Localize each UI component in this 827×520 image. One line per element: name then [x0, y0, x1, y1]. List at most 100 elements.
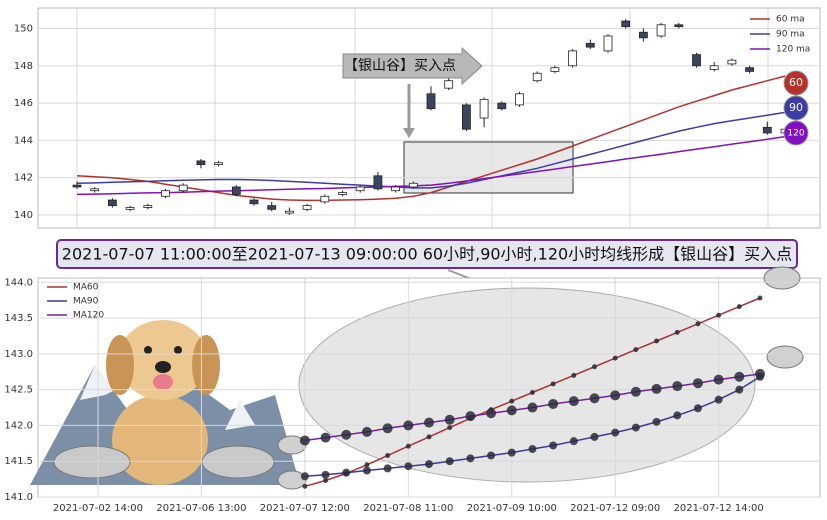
end-badge [783, 70, 809, 96]
y-tick-label: 140 [14, 210, 33, 221]
ma-point [447, 425, 453, 431]
end-badge [783, 120, 809, 146]
y-tick-label: 142 [14, 173, 33, 184]
ma-line [76, 135, 786, 196]
ma-point [736, 304, 742, 310]
top-chart: 140 142 144 146 148 150 60 ma 90 ma 120 ma 60 90 12… [14, 15, 820, 221]
ma-point [735, 385, 744, 394]
ma-point [302, 483, 308, 489]
candle-body [745, 67, 754, 72]
ma-point [425, 460, 433, 469]
x-tick-label: 2021-07-09 10:00 [467, 503, 557, 514]
candle-body [267, 205, 277, 210]
ma-point [755, 368, 766, 379]
dog-tongue [153, 374, 173, 390]
ingot [763, 266, 801, 290]
y-tick-label: 150 [14, 24, 33, 35]
dog-body [112, 395, 208, 485]
candle-body [585, 43, 595, 48]
ma-point [693, 404, 702, 413]
annotation-arrow [342, 46, 483, 86]
ma-point [631, 423, 640, 432]
candle-body [550, 67, 560, 72]
ma-point [444, 414, 455, 425]
dog-ear [106, 335, 134, 395]
candle-body [249, 199, 259, 205]
candle-body [90, 188, 100, 192]
ma-point [713, 374, 724, 385]
ma-point [651, 383, 662, 394]
ma-point [590, 432, 599, 441]
ma-point [592, 364, 598, 370]
ma-point [321, 470, 330, 479]
ma-point [550, 381, 556, 387]
ma-point [734, 371, 745, 382]
y-tick-label: 141.0 [4, 492, 33, 503]
ma-point [361, 426, 372, 437]
ma-point [320, 432, 331, 443]
candle-body [674, 24, 684, 28]
ma-point [383, 464, 392, 473]
ma-point [549, 441, 558, 450]
ma-point [506, 405, 517, 416]
y-tick-label: 142.0 [4, 420, 33, 431]
ma-point [466, 454, 475, 463]
ma-point [426, 434, 432, 440]
x-tick-label: 2021-07-06 13:00 [156, 503, 246, 514]
ma-point [465, 411, 476, 422]
ma-point [445, 457, 454, 466]
candle-body [621, 20, 631, 28]
ma-point [548, 398, 559, 409]
x-tick-label: 2021-07-02 14:00 [53, 503, 143, 514]
snow [225, 400, 255, 430]
ma-point [672, 381, 683, 392]
candle-body [497, 102, 507, 110]
x-tick-label: 2021-07-12 09:00 [570, 503, 660, 514]
ma-point [424, 417, 434, 428]
ma-point [507, 448, 516, 457]
ma-point [630, 386, 641, 397]
x-tick-label: 2021-07-08 11:00 [363, 503, 453, 514]
legend-label: 60 ma [776, 15, 805, 25]
ma-point [342, 468, 351, 477]
dog-ear [192, 335, 220, 395]
x-tick-label: 2021-07-12 14:00 [674, 503, 764, 514]
y-tick-label: 142.5 [4, 385, 33, 396]
bottom-chart: 141.0 141.5 142.0 142.5 143.0 143.5 144.0 2021-… [4, 277, 820, 514]
ma-point [300, 472, 309, 481]
candle-body [161, 190, 170, 197]
y-tick-label: 143.0 [4, 349, 33, 360]
ma-point [695, 321, 701, 327]
ma-point [299, 435, 310, 446]
ma-point [486, 408, 497, 419]
ma-point [528, 445, 537, 454]
highlight-ellipse [298, 287, 756, 483]
ma-point [714, 395, 723, 404]
candle-body [125, 207, 135, 210]
ma-point [654, 338, 660, 344]
candle-body [639, 31, 648, 39]
ma-point [529, 390, 535, 396]
ingot [53, 445, 131, 479]
ingot [766, 345, 804, 369]
ingot [201, 445, 275, 479]
candle-body [461, 104, 471, 130]
ma-point [569, 437, 578, 446]
legend-label: 90 ma [776, 30, 805, 40]
ma-point [612, 355, 618, 361]
end-badge-label: 60 [789, 76, 803, 89]
ma-point [323, 478, 329, 484]
candle-body [762, 126, 772, 134]
ma-point [716, 312, 722, 318]
candle-body [72, 184, 82, 188]
candle-body [479, 98, 489, 119]
dog-eye [144, 346, 152, 354]
legend-label: MA90 [73, 297, 99, 307]
banner: 2021-07-07 11:00:00至2021-07-13 09:00:00 … [62, 245, 792, 264]
ma-point [674, 329, 680, 335]
legend-label: 120 ma [776, 45, 810, 55]
ma-point [757, 295, 763, 301]
ma-point [487, 451, 496, 460]
candle-body [355, 186, 365, 192]
